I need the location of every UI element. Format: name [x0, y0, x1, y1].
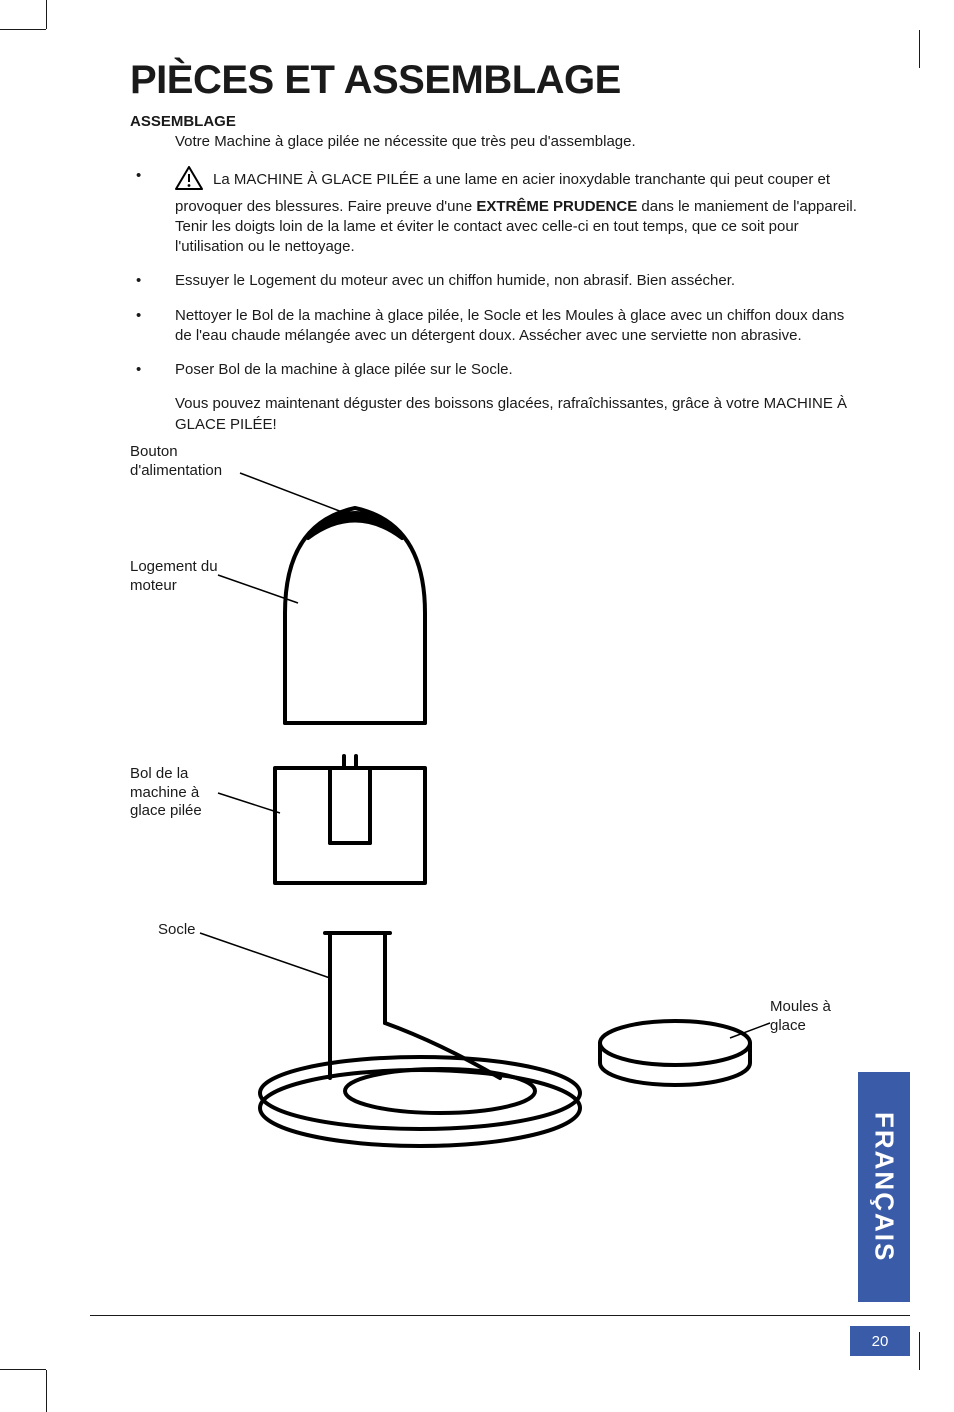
page: PIÈCES ET ASSEMBLAGE ASSEMBLAGE Votre Ma…: [0, 0, 954, 1412]
list-item: Poser Bol de la machine à glace pilée su…: [130, 360, 864, 380]
language-tab-label: FRANÇAIS: [869, 1112, 900, 1262]
crop-mark: [919, 30, 920, 68]
crop-mark: [0, 1369, 46, 1370]
language-tab: FRANÇAIS: [858, 1072, 910, 1302]
page-number-chip: 20: [850, 1326, 910, 1356]
list-item: Essuyer le Logement du moteur avec un ch…: [130, 271, 864, 291]
warning-icon: [175, 166, 203, 196]
list-item: La MACHINE À GLACE PILÉE a une lame en a…: [130, 166, 864, 257]
list-item-text: Essuyer le Logement du moteur avec un ch…: [175, 272, 735, 289]
closing-text: Vous pouvez maintenant déguster des bois…: [175, 394, 864, 435]
page-number: 20: [872, 1333, 889, 1350]
parts-diagram: Bouton d'alimentation Logement du moteur…: [130, 443, 850, 1183]
list-item: Nettoyer le Bol de la machine à glace pi…: [130, 306, 864, 347]
crop-mark: [919, 1332, 920, 1370]
crop-mark: [46, 0, 47, 29]
crop-mark: [0, 29, 46, 30]
footer-rule: [90, 1315, 910, 1316]
list-item-text: Nettoyer le Bol de la machine à glace pi…: [175, 307, 844, 344]
crop-mark: [46, 1370, 47, 1412]
diagram-svg: [130, 443, 850, 1183]
section-heading: ASSEMBLAGE: [130, 113, 864, 130]
list-item-bold: EXTRÊME PRUDENCE: [476, 198, 637, 215]
bullet-list: La MACHINE À GLACE PILÉE a une lame en a…: [130, 166, 864, 380]
intro-text: Votre Machine à glace pilée ne nécessite…: [175, 132, 864, 152]
page-title: PIÈCES ET ASSEMBLAGE: [130, 58, 864, 103]
list-item-text: Poser Bol de la machine à glace pilée su…: [175, 361, 513, 378]
